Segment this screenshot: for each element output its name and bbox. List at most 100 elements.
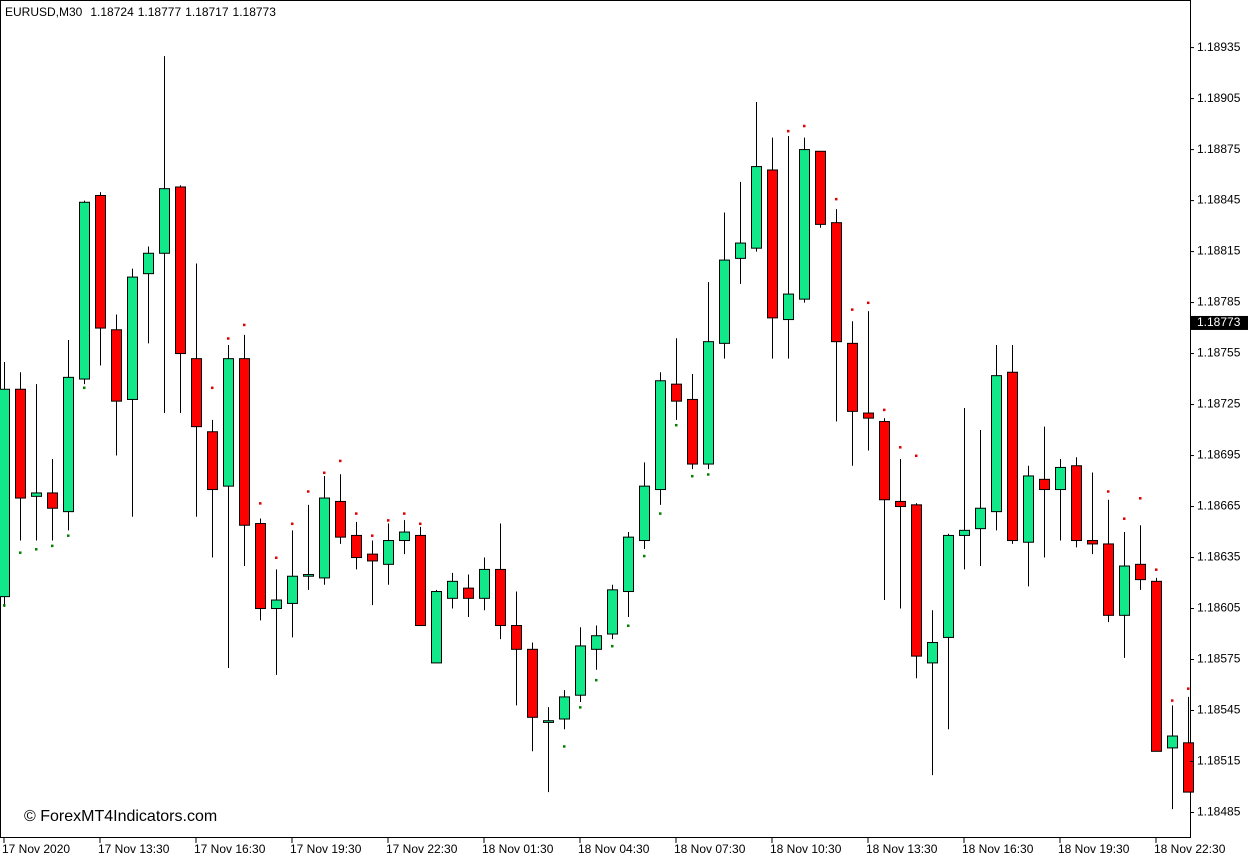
candle-body [431, 591, 442, 664]
candle-body [799, 149, 810, 300]
candle-body [1103, 543, 1114, 616]
candle-body [703, 341, 714, 465]
candle-body [1055, 466, 1066, 491]
candle-body [959, 529, 970, 536]
symbol: EURUSD,M30 [5, 5, 83, 19]
candle-body [351, 534, 362, 559]
dot-below [19, 551, 22, 554]
candle-body [79, 201, 90, 380]
x-tick-label: 17 Nov 22:30 [386, 842, 458, 856]
dot-above [275, 556, 278, 560]
dot-above [883, 408, 886, 412]
candle-body [575, 645, 586, 696]
candle-body [15, 388, 26, 499]
x-tick-label: 18 Nov 13:30 [866, 842, 938, 856]
dot-below [675, 423, 678, 427]
candle-body [991, 375, 1002, 513]
candle-body [687, 398, 698, 465]
candle-body [223, 358, 234, 487]
y-tick-label: 1.18905 [1197, 91, 1241, 105]
candle-body [303, 574, 314, 577]
candle-body [63, 376, 74, 513]
dot-below [659, 512, 662, 515]
dot-above [323, 471, 326, 475]
candle-body [847, 342, 858, 412]
candle-body [895, 500, 906, 508]
candle-body [975, 507, 986, 530]
quote-value: 1.18724 [90, 5, 134, 19]
candle-body [447, 580, 458, 599]
candle-body [815, 150, 826, 225]
x-tick-label: 18 Nov 19:30 [1058, 842, 1130, 856]
plot-area [0, 56, 1194, 810]
x-tick-label: 18 Nov 10:30 [770, 842, 842, 856]
dot-above [355, 512, 358, 515]
x-tick-label: 18 Nov 01:30 [482, 842, 554, 856]
dot-above [259, 502, 262, 505]
candle-body [143, 252, 154, 275]
dot-above [371, 534, 374, 537]
candle-body [831, 222, 842, 343]
dot-below [579, 706, 582, 709]
candle-body [591, 635, 602, 650]
dot-above [307, 490, 310, 493]
candle-body [95, 194, 106, 329]
candle-body [271, 599, 282, 610]
candle-body [287, 575, 298, 604]
dot-below [707, 473, 710, 476]
x-tick-label: 17 Nov 19:30 [290, 842, 362, 856]
quote-value: 1.18717 [185, 5, 229, 19]
y-tick-label: 1.18785 [1197, 295, 1241, 309]
candle-body [527, 648, 538, 718]
candle-body [671, 383, 682, 402]
y-tick-label: 1.18815 [1197, 244, 1241, 258]
candle-body [607, 589, 618, 635]
candle-body [927, 642, 938, 664]
dot-below [35, 548, 38, 551]
dot-above [1139, 497, 1142, 500]
y-tick-label: 1.18635 [1197, 550, 1241, 564]
dot-above [1187, 687, 1190, 690]
candle-body [1007, 371, 1018, 542]
candle-body [127, 276, 138, 400]
dot-above [803, 124, 806, 128]
dot-above [1171, 699, 1174, 702]
candle-body [1023, 475, 1034, 543]
candle-body [719, 259, 730, 344]
dot-below [83, 386, 86, 390]
candle-body [1151, 580, 1162, 752]
candle-body [559, 696, 570, 720]
dot-below [563, 745, 566, 748]
candle-body [335, 500, 346, 538]
candle-body [511, 625, 522, 650]
y-tick-label: 1.18515 [1197, 754, 1241, 768]
candle-body [1183, 742, 1194, 793]
y-tick-label: 1.18605 [1197, 601, 1241, 615]
candle-body [655, 380, 666, 491]
dot-above [291, 522, 294, 526]
current-price-box [1191, 315, 1248, 330]
dot-below [51, 544, 54, 548]
candle-body [383, 540, 394, 565]
current-price-label: 1.18773 [1197, 315, 1241, 329]
dot-below [643, 554, 646, 558]
dot-above [1107, 490, 1110, 493]
candle-body [735, 242, 746, 259]
candle-body [783, 293, 794, 321]
dot-above [419, 522, 422, 526]
dot-above [339, 459, 342, 463]
candle-body [111, 329, 122, 402]
dot-above [867, 301, 870, 305]
dot-below [67, 534, 70, 537]
candle-body [399, 531, 410, 542]
dot-above [227, 337, 230, 340]
x-tick-label: 18 Nov 22:30 [1154, 842, 1226, 856]
dot-above [899, 446, 902, 449]
x-tick-label: 18 Nov 04:30 [578, 842, 650, 856]
candle-body [495, 568, 506, 627]
candle-body [911, 504, 922, 657]
quote-value: 1.18773 [233, 5, 277, 19]
dot-below [595, 678, 598, 682]
